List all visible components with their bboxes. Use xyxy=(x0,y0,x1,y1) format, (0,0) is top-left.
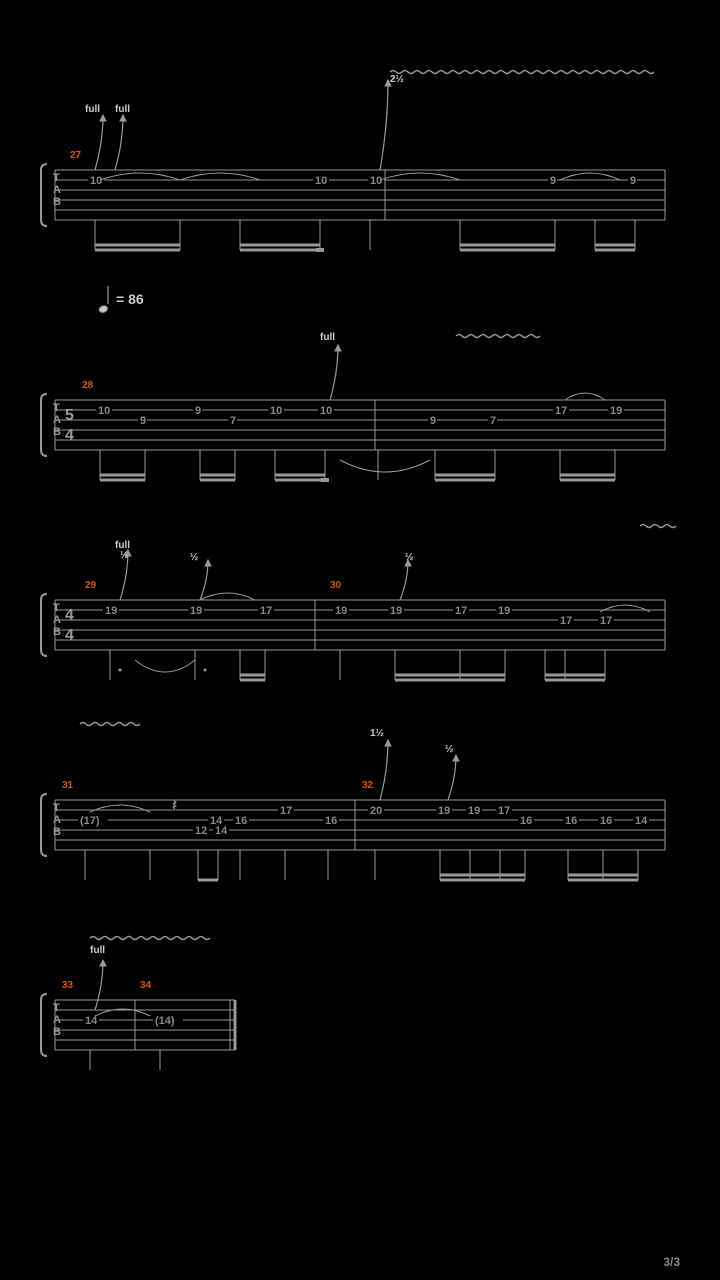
fret-number: 14 xyxy=(85,1015,98,1027)
fret-number: 17 xyxy=(455,605,467,617)
fret-number: 10 xyxy=(315,175,327,187)
time-den: 4 xyxy=(65,427,74,444)
time-num: 5 xyxy=(65,407,74,424)
fret-number: 9 xyxy=(430,415,436,427)
fret-number: 19 xyxy=(610,405,622,417)
fret-number: 19 xyxy=(390,605,402,617)
fret-number: 10 xyxy=(270,405,282,417)
tab-t: T xyxy=(53,602,60,614)
bend-label: ½ xyxy=(405,552,413,563)
fret-number: 16 xyxy=(235,815,247,827)
fret-number: 16 xyxy=(325,815,337,827)
fret-number: (14) xyxy=(155,1015,175,1027)
bend-label: full xyxy=(90,945,105,956)
bend-label: full xyxy=(115,104,130,115)
fret-number: 19 xyxy=(335,605,347,617)
bend-sub: ½ xyxy=(120,550,128,561)
tab-t: T xyxy=(53,802,60,814)
fret-number: 19 xyxy=(498,605,510,617)
tab-a: A xyxy=(53,414,61,426)
bend-label: 2½ xyxy=(390,74,404,85)
fret-number: 17 xyxy=(498,805,510,817)
tab-a: A xyxy=(53,184,61,196)
page-number: 3/3 xyxy=(663,1255,680,1269)
fret-number: 12 xyxy=(195,825,207,837)
bend-label: full xyxy=(85,104,100,115)
fret-number: 7 xyxy=(490,415,496,427)
measure-number: 30 xyxy=(330,580,342,591)
fret-number: 19 xyxy=(468,805,480,817)
fret-number: 14 xyxy=(215,825,228,837)
fret-number: 10 xyxy=(320,405,332,417)
tempo-label: = 86 xyxy=(116,291,144,307)
measure-number: 27 xyxy=(70,150,82,161)
tab-b: B xyxy=(53,626,61,638)
bend-label: 1½ xyxy=(370,728,384,739)
tab-b: B xyxy=(53,426,61,438)
fret-number: 16 xyxy=(565,815,577,827)
fret-number: 16 xyxy=(520,815,532,827)
tab-t: T xyxy=(53,402,60,414)
measure-number: 31 xyxy=(62,780,74,791)
tab-b: B xyxy=(53,196,61,208)
fret-number: 16 xyxy=(600,815,612,827)
tab-b: B xyxy=(53,826,61,838)
measure-number: 28 xyxy=(82,380,94,391)
fret-number: 10 xyxy=(98,405,110,417)
fret-number: 9 xyxy=(630,175,636,187)
tab-t: T xyxy=(53,1002,60,1014)
tab-t: T xyxy=(53,172,60,184)
fret-number: 19 xyxy=(105,605,117,617)
fret-number: 20 xyxy=(370,805,382,817)
rest: 𝄽 xyxy=(172,797,177,814)
bend-label: ½ xyxy=(445,744,453,755)
time-den: 4 xyxy=(65,627,74,644)
time-num: 4 xyxy=(65,607,74,624)
fret-number: 9 xyxy=(195,405,201,417)
fret-number: 14 xyxy=(635,815,648,827)
fret-number: 19 xyxy=(190,605,202,617)
tab-b: B xyxy=(53,1026,61,1038)
tab-a: A xyxy=(53,614,61,626)
fret-number: 17 xyxy=(560,615,572,627)
fret-number: 10 xyxy=(90,175,102,187)
fret-number: 19 xyxy=(438,805,450,817)
measure-number: 34 xyxy=(140,980,152,991)
fret-number: 10 xyxy=(370,175,382,187)
measure-number: 32 xyxy=(362,780,374,791)
measure-number: 29 xyxy=(85,580,97,591)
bend-label: full xyxy=(320,332,335,343)
fret-number: 17 xyxy=(555,405,567,417)
fret-number: (17) xyxy=(80,815,100,827)
tab-a: A xyxy=(53,1014,61,1026)
fret-number: 17 xyxy=(260,605,272,617)
fret-number: 7 xyxy=(230,415,236,427)
bend-label: ½ xyxy=(190,552,198,563)
tab-a: A xyxy=(53,814,61,826)
fret-number: 17 xyxy=(280,805,292,817)
fret-number: 9 xyxy=(550,175,556,187)
fret-number: 17 xyxy=(600,615,612,627)
measure-number: 33 xyxy=(62,980,74,991)
fret-number: 9 xyxy=(140,415,146,427)
